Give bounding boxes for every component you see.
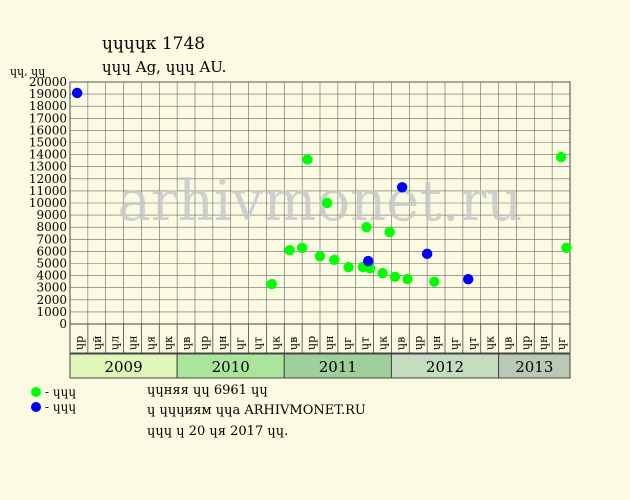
- y-tick-label: 5000: [36, 257, 67, 271]
- y-tick-labels: 0100020003000400050006000700080009000100…: [29, 75, 67, 331]
- data-points: [71, 87, 572, 290]
- year-cell-2012: [390, 353, 500, 379]
- y-tick-label: 13000: [29, 160, 67, 174]
- month-label: ɥв: [394, 337, 407, 350]
- y-tick-label: 14000: [29, 148, 67, 162]
- year-label: 2009: [104, 358, 142, 376]
- y-tick-label: 10000: [29, 196, 67, 210]
- month-label: ɥр: [519, 336, 532, 350]
- month-label: ɥн: [430, 336, 443, 350]
- legend-label-blue: - ɥɥɥ: [45, 400, 76, 414]
- month-label: ɥг: [448, 337, 461, 350]
- y-tick-label: 1000: [36, 305, 67, 319]
- y-tick-label: 8000: [36, 220, 67, 234]
- footer-line-3: ɥɥɥ ɥ 20 ɥя 2017 ɥɥ.: [147, 424, 288, 439]
- chart-subtitle: ɥɥɥ Ag, ɥɥɥ AU.: [102, 58, 226, 76]
- month-label: ɥр: [198, 336, 211, 350]
- data-point-series-1: [396, 182, 408, 193]
- month-label: ɥк: [377, 336, 390, 350]
- month-label: ɥн: [216, 336, 229, 350]
- data-point-series-0: [284, 244, 295, 256]
- y-tick-label: 16000: [29, 123, 67, 137]
- month-label: ɥя: [144, 336, 157, 350]
- year-label: 2012: [426, 358, 464, 376]
- data-point-series-0: [429, 276, 440, 287]
- month-label: ɥр: [73, 336, 86, 350]
- year-labels: 2009 2010 2011 2012 2013: [69, 353, 571, 379]
- data-point-series-1: [421, 248, 433, 260]
- chart-title: ɥɥɥɥк 1748: [102, 34, 205, 54]
- month-label: ɥв: [180, 337, 193, 350]
- month-label: ɥв: [287, 337, 300, 350]
- month-label: ɥк: [484, 336, 497, 350]
- data-point-series-1: [71, 87, 83, 99]
- month-label: ɥт: [252, 337, 265, 350]
- y-tick-label: 6000: [36, 244, 67, 258]
- month-label: ɥр: [305, 336, 318, 350]
- y-tick-label: 4000: [36, 269, 67, 283]
- y-tick-label: 19000: [29, 87, 67, 101]
- data-point-series-0: [555, 151, 567, 163]
- year-label: 2010: [212, 358, 250, 376]
- data-point-series-0: [343, 261, 354, 273]
- data-point-series-0: [321, 197, 333, 209]
- y-tick-label: 2000: [36, 293, 67, 307]
- month-label: ɥн: [127, 336, 140, 350]
- data-point-series-0: [296, 242, 308, 253]
- month-label: ɥр: [412, 336, 425, 350]
- watermark: arhivmonet.ru: [118, 169, 523, 234]
- data-point-series-0: [561, 242, 572, 253]
- footer-line-2: ɥ ɥɥɥиям ɥɥа ARHIVMONET.RU: [147, 403, 366, 418]
- month-labels: ɥр ɥй ɥл ɥн ɥя ɥк ɥв ɥр ɥн ɥг ɥт ɥк ɥв ɥр ɥн ɥг ɥт ɥк ɥв ɥр…: [69, 323, 571, 354]
- month-label: ɥк: [269, 336, 282, 350]
- data-point-series-0: [361, 222, 372, 233]
- legend-label-green: - ɥɥɥ: [45, 385, 76, 399]
- year-cell-2010: [176, 353, 285, 379]
- month-label: ɥв: [502, 337, 515, 350]
- data-point-series-0: [389, 271, 401, 283]
- data-point-series-0: [377, 267, 388, 279]
- month-label: ɥн: [323, 336, 336, 350]
- month-label: ɥт: [466, 337, 479, 350]
- month-label: ɥг: [234, 337, 247, 350]
- month-label: ɥн: [537, 336, 550, 350]
- month-label: ɥл: [109, 336, 122, 350]
- footer-line-1: ɥɥняя ɥɥ 6961 ɥɥ: [147, 383, 268, 398]
- y-tick-label: 20000: [29, 75, 67, 89]
- year-label: 2011: [319, 358, 357, 376]
- y-tick-label: 11000: [29, 184, 67, 198]
- y-tick-label: 9000: [36, 208, 67, 222]
- month-label: ɥй: [91, 336, 104, 350]
- y-tick-label: 7000: [36, 232, 67, 246]
- data-point-series-0: [266, 278, 277, 290]
- legend-marker-blue: [31, 402, 41, 412]
- month-label: ɥт: [359, 337, 372, 350]
- data-point-series-0: [402, 274, 413, 285]
- legend: - ɥɥɥ - ɥɥɥ: [31, 385, 76, 414]
- month-label: ɥк: [162, 336, 175, 350]
- legend-marker-green: [31, 387, 41, 397]
- y-tick-label: 0: [59, 317, 67, 331]
- y-tick-label: 18000: [29, 99, 67, 113]
- month-label: ɥг: [341, 337, 354, 350]
- year-label: 2013: [515, 358, 553, 376]
- year-cell-2013: [498, 353, 571, 379]
- y-tick-label: 15000: [29, 136, 67, 150]
- year-cell-2011: [283, 353, 392, 379]
- data-point-series-0: [329, 254, 340, 266]
- data-point-series-0: [302, 154, 313, 165]
- data-point-series-0: [384, 226, 395, 238]
- y-axis-label: ɥɥ, ɥɥ: [10, 65, 45, 78]
- data-point-series-0: [314, 251, 326, 262]
- y-tick-label: 12000: [29, 172, 67, 186]
- y-tick-label: 3000: [36, 281, 67, 295]
- month-label: ɥг: [555, 337, 568, 350]
- data-point-series-1: [463, 274, 474, 285]
- data-point-series-1: [363, 255, 374, 267]
- y-tick-label: 17000: [29, 111, 67, 125]
